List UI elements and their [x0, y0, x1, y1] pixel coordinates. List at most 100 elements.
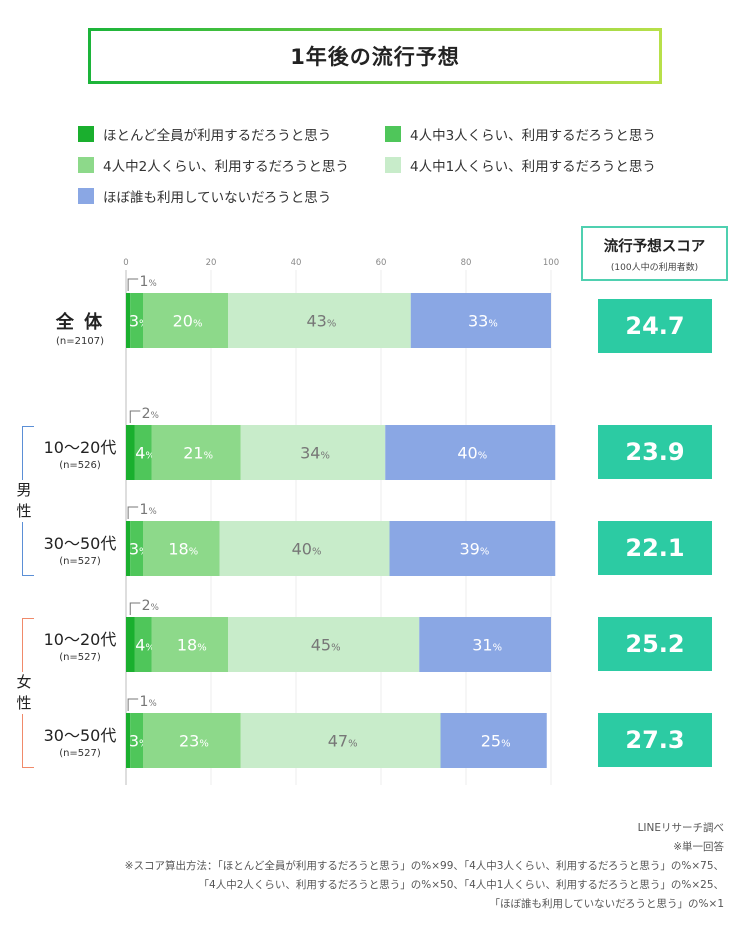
x-tick-label: 40 — [291, 258, 302, 268]
data-label: 1% — [140, 274, 157, 290]
callout-leader — [127, 698, 139, 711]
x-tick-label: 20 — [206, 258, 217, 268]
gender-label-text: 女性 — [16, 673, 32, 712]
legend-swatch — [385, 157, 401, 173]
bar-segment — [126, 713, 131, 768]
legend-swatch — [78, 126, 94, 142]
bar-segment — [130, 293, 143, 348]
callout-leader — [129, 602, 141, 615]
row-label-male-10-20: 10〜20代 (n=526) — [38, 434, 122, 471]
chart-title: 1年後の流行予想 — [88, 28, 662, 84]
data-label: 40% — [292, 540, 322, 559]
row-label-n: (n=2107) — [56, 336, 104, 347]
score-header: 流行予想スコア (100人中の利用者数) — [581, 226, 728, 281]
bar-segment — [240, 425, 386, 480]
data-label: 47% — [328, 732, 358, 751]
bar-segment — [389, 521, 556, 576]
row-label-text: 全 体 — [55, 312, 105, 333]
bar-segment — [419, 617, 551, 672]
bar-segment — [410, 293, 551, 348]
row-label-female-10-20: 10〜20代 (n=527) — [38, 626, 122, 663]
data-label: 23% — [179, 732, 209, 751]
legend-item-almost-nobody: ほぼ誰も利用していないだろうと思う — [78, 186, 331, 206]
score-value-male-30-50: 22.1 — [598, 521, 712, 575]
data-label: 2% — [142, 598, 159, 614]
row-label-n: (n=527) — [59, 748, 101, 759]
data-label: 18% — [177, 636, 207, 655]
bar-segment — [240, 713, 441, 768]
bar-segment — [134, 617, 152, 672]
row-label-male-30-50: 30〜50代 (n=527) — [38, 530, 122, 567]
score-value-female-30-50: 27.3 — [598, 713, 712, 767]
bar-segment — [219, 521, 390, 576]
bar-segment — [126, 521, 131, 576]
data-label: 25% — [481, 732, 511, 751]
score-value-male-10-20: 23.9 — [598, 425, 712, 479]
source-note: LINEリサーチ調べ — [637, 822, 724, 834]
legend-label: 4人中3人くらい、利用するだろうと思う — [410, 128, 656, 144]
bar-segment — [143, 293, 228, 348]
bar-segment — [126, 617, 135, 672]
row-label-text: 30〜50代 — [43, 726, 117, 745]
x-tick-label: 0 — [123, 258, 128, 268]
stacked-bar-chart: 0204060801001%3%20%43%33%2%4%21%34%40%1%… — [123, 258, 559, 785]
data-label: 43% — [306, 312, 336, 331]
callout-leader — [129, 410, 141, 423]
data-label: 33% — [468, 312, 498, 331]
score-method-note-2: 「4人中2人くらい、利用するだろうと思う」の%×50、「4人中1人くらい、利用す… — [198, 879, 724, 891]
legend-item-three-of-four: 4人中3人くらい、利用するだろうと思う — [385, 124, 656, 144]
gender-label-female: 女性 — [14, 672, 34, 714]
row-label-n: (n=526) — [59, 460, 101, 471]
bar-segment — [126, 293, 131, 348]
bar-segment — [151, 617, 228, 672]
score-method-note-3: 「ほぼ誰も利用していないだろうと思う」の%×1 — [489, 898, 724, 910]
legend-label: 4人中2人くらい、利用するだろうと思う — [103, 159, 349, 175]
data-label: 31% — [472, 636, 502, 655]
gender-label-male: 男性 — [14, 480, 34, 522]
row-label-n: (n=527) — [59, 652, 101, 663]
bar-segment — [143, 713, 241, 768]
score-value-female-10-20: 25.2 — [598, 617, 712, 671]
x-tick-label: 60 — [376, 258, 387, 268]
bar-segment — [126, 425, 135, 480]
legend-swatch — [78, 188, 94, 204]
data-label: 1% — [140, 502, 157, 518]
bar-segment — [130, 521, 143, 576]
row-label-text: 30〜50代 — [43, 534, 117, 553]
data-label: 45% — [311, 636, 341, 655]
data-label: 40% — [457, 444, 487, 463]
row-label-total: 全 体 (n=2107) — [38, 308, 122, 347]
x-tick-label: 80 — [461, 258, 472, 268]
bar-segment — [228, 293, 411, 348]
callout-leader — [127, 278, 139, 291]
data-label: 18% — [168, 540, 198, 559]
legend-item-all-users: ほとんど全員が利用するだろうと思う — [78, 124, 331, 144]
legend-swatch — [78, 157, 94, 173]
bar-segment — [440, 713, 547, 768]
row-label-text: 10〜20代 — [43, 438, 117, 457]
bar-segment — [228, 617, 420, 672]
row-label-n: (n=527) — [59, 556, 101, 567]
row-label-female-30-50: 30〜50代 (n=527) — [38, 722, 122, 759]
legend-label: 4人中1人くらい、利用するだろうと思う — [410, 159, 656, 175]
bar-segment — [151, 425, 241, 480]
gender-label-text: 男性 — [16, 481, 32, 520]
data-label: 39% — [459, 540, 489, 559]
legend-item-one-of-four: 4人中1人くらい、利用するだろうと思う — [385, 155, 656, 175]
legend-label: ほぼ誰も利用していないだろうと思う — [103, 190, 332, 206]
score-value-total: 24.7 — [598, 299, 712, 353]
x-tick-label: 100 — [543, 258, 559, 268]
row-label-text: 10〜20代 — [43, 630, 117, 649]
bar-segment — [134, 425, 152, 480]
answer-type-note: ※単一回答 — [673, 841, 724, 853]
legend-label: ほとんど全員が利用するだろうと思う — [103, 128, 332, 144]
data-label: 21% — [183, 444, 213, 463]
bar-segment — [143, 521, 220, 576]
callout-leader — [127, 506, 139, 519]
data-label: 1% — [140, 694, 157, 710]
data-label: 4% — [135, 444, 155, 463]
bar-segment — [130, 713, 143, 768]
data-label: 4% — [135, 636, 155, 655]
legend-swatch — [385, 126, 401, 142]
data-label: 2% — [142, 406, 159, 422]
